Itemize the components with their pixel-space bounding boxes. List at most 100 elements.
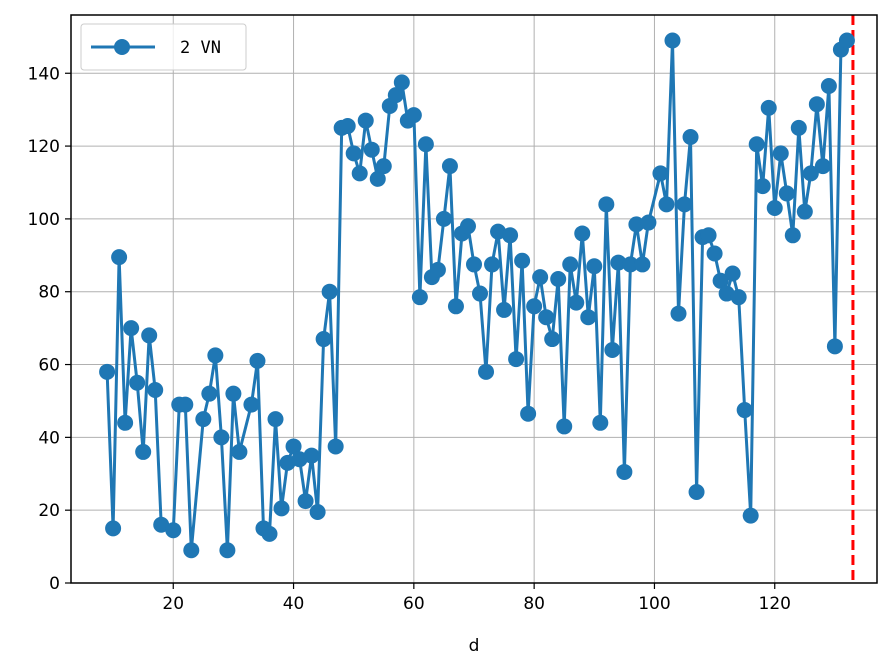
data-point bbox=[538, 309, 555, 326]
data-point bbox=[514, 252, 531, 269]
data-point bbox=[309, 504, 326, 520]
data-point bbox=[796, 203, 813, 220]
data-point bbox=[520, 405, 537, 422]
data-point bbox=[706, 245, 723, 262]
data-point bbox=[610, 254, 627, 271]
data-point bbox=[718, 285, 735, 302]
data-point bbox=[736, 402, 753, 419]
data-point bbox=[640, 214, 657, 231]
data-point bbox=[351, 165, 368, 182]
data-point bbox=[213, 429, 230, 446]
data-point bbox=[273, 500, 290, 517]
data-point bbox=[183, 542, 200, 559]
data-point bbox=[117, 414, 134, 431]
axes-frame bbox=[70, 14, 878, 584]
data-point bbox=[387, 87, 404, 104]
data-point bbox=[664, 32, 681, 49]
data-point bbox=[315, 331, 332, 348]
legend-entry-label: 2 VN bbox=[180, 38, 221, 58]
data-point bbox=[592, 414, 609, 431]
data-point bbox=[459, 218, 476, 235]
x-tick-label: 80 bbox=[523, 594, 545, 614]
data-point bbox=[532, 269, 549, 286]
data-point bbox=[165, 522, 182, 539]
data-point bbox=[808, 96, 825, 113]
data-point bbox=[790, 119, 807, 136]
data-point bbox=[279, 454, 296, 471]
data-point bbox=[201, 385, 218, 402]
data-point bbox=[670, 305, 687, 322]
data-point bbox=[754, 178, 771, 195]
y-tick-label: 120 bbox=[28, 137, 60, 157]
data-point bbox=[405, 107, 422, 124]
y-tick-label: 100 bbox=[28, 210, 60, 230]
data-point bbox=[814, 158, 831, 175]
data-point bbox=[285, 438, 302, 455]
data-point bbox=[261, 525, 278, 542]
data-point bbox=[231, 443, 248, 460]
data-point bbox=[562, 256, 579, 273]
data-point bbox=[417, 136, 434, 153]
axes bbox=[65, 14, 878, 589]
y-tick-label: 80 bbox=[38, 283, 60, 303]
data-point bbox=[249, 352, 266, 369]
data-point bbox=[838, 32, 855, 49]
y-tick-label: 40 bbox=[38, 428, 60, 448]
x-axis-label: d bbox=[469, 636, 480, 656]
data-point bbox=[622, 256, 639, 273]
data-point bbox=[291, 451, 308, 468]
data-point bbox=[357, 112, 374, 129]
x-tick-label: 20 bbox=[162, 594, 184, 614]
data-point bbox=[484, 256, 501, 273]
data-point bbox=[435, 210, 452, 227]
legend-marker-sample bbox=[114, 39, 130, 55]
data-point bbox=[634, 256, 651, 273]
data-point bbox=[772, 145, 789, 162]
data-point bbox=[393, 74, 410, 91]
data-point bbox=[598, 196, 615, 213]
data-point bbox=[628, 216, 645, 233]
data-point bbox=[658, 196, 675, 213]
data-point bbox=[297, 493, 314, 510]
x-tick-label: 40 bbox=[283, 594, 305, 614]
data-point bbox=[508, 351, 525, 368]
x-tick-label: 100 bbox=[638, 594, 670, 614]
data-point bbox=[616, 463, 633, 480]
data-point bbox=[748, 136, 765, 153]
data-point bbox=[441, 158, 458, 175]
data-point bbox=[429, 261, 446, 278]
data-point bbox=[580, 309, 597, 326]
data-point bbox=[339, 118, 356, 135]
data-point bbox=[177, 396, 194, 413]
data-point bbox=[195, 411, 212, 428]
legend-box bbox=[80, 23, 247, 71]
data-point bbox=[502, 227, 519, 244]
data-point bbox=[766, 199, 783, 216]
data-point bbox=[724, 265, 741, 282]
y-tick-label: 0 bbox=[49, 574, 60, 594]
x-tick-label: 120 bbox=[759, 594, 791, 614]
data-point bbox=[490, 223, 507, 240]
data-point bbox=[568, 294, 585, 311]
data-point bbox=[219, 542, 236, 559]
data-point bbox=[700, 227, 717, 244]
data-point bbox=[466, 256, 482, 273]
data-point bbox=[730, 289, 747, 306]
data-point bbox=[586, 258, 603, 275]
data-point bbox=[652, 165, 669, 182]
data-point bbox=[556, 418, 573, 435]
data-point bbox=[363, 141, 380, 158]
data-point bbox=[712, 272, 729, 289]
data-point bbox=[225, 385, 242, 402]
tick-labels: 20 40 60 80 100 120 0 20 40 60 80 100 120 140 bbox=[28, 64, 791, 614]
data-point bbox=[111, 249, 128, 266]
data-point bbox=[472, 285, 489, 302]
data-point bbox=[550, 270, 567, 287]
data-point bbox=[574, 225, 591, 242]
data-point bbox=[760, 99, 777, 116]
y-tick-label: 140 bbox=[28, 64, 60, 84]
data-point bbox=[99, 363, 116, 380]
data-point bbox=[784, 227, 801, 244]
data-point bbox=[682, 128, 699, 145]
